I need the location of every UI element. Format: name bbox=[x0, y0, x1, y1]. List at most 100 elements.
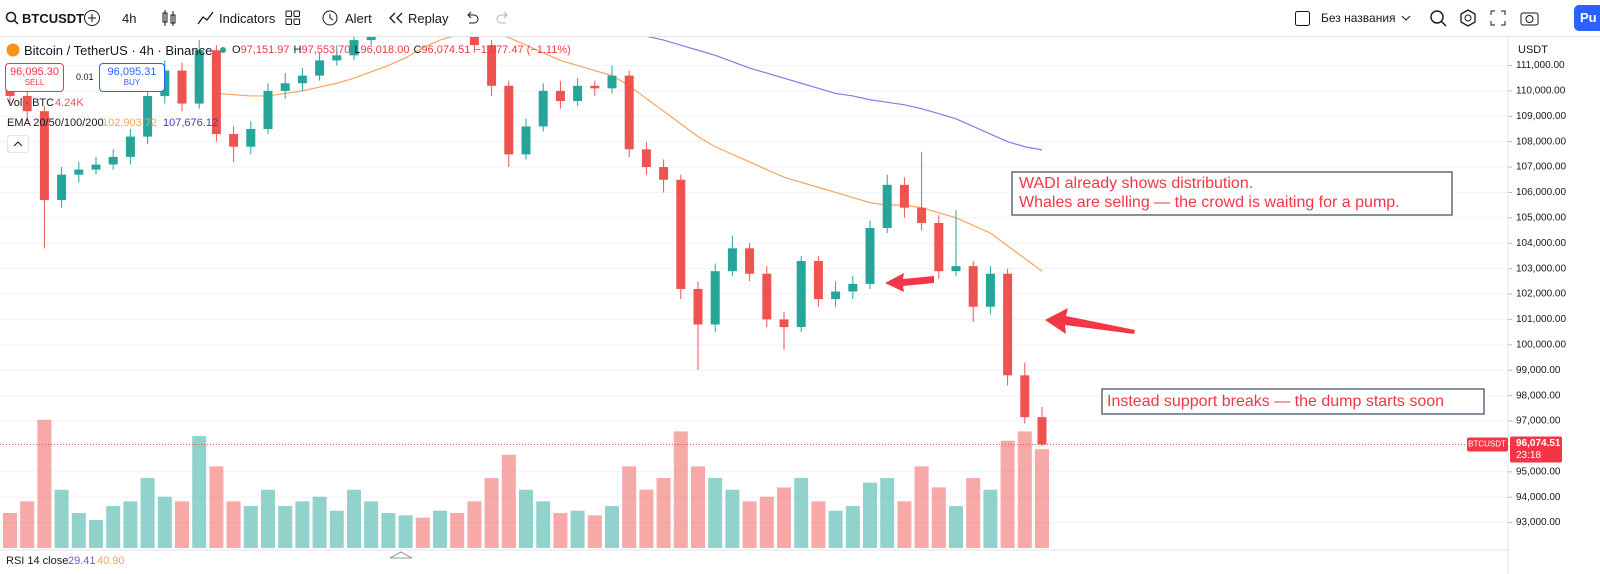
volume-bar bbox=[931, 487, 946, 548]
volume-bar bbox=[622, 466, 637, 548]
candle-body bbox=[366, 37, 376, 41]
collapse-legend[interactable] bbox=[7, 135, 29, 153]
quick-search-icon[interactable] bbox=[1429, 9, 1447, 27]
candle-body bbox=[57, 174, 67, 201]
layout-checkbox[interactable] bbox=[1295, 11, 1310, 26]
candle-body bbox=[125, 136, 135, 157]
volume-bar bbox=[742, 501, 757, 548]
candle-body bbox=[469, 37, 479, 46]
y-tick-label: 104,000.00 bbox=[1516, 238, 1566, 249]
alert-icon[interactable] bbox=[321, 9, 339, 27]
volume-bar bbox=[759, 496, 774, 548]
volume-bar bbox=[536, 501, 551, 548]
volume-bar bbox=[54, 489, 69, 548]
indicators-button[interactable]: Indicators bbox=[219, 11, 276, 26]
pane-resize-handle[interactable] bbox=[389, 551, 413, 559]
volume-bar bbox=[966, 478, 981, 548]
candle-body bbox=[229, 134, 239, 147]
y-tick-label: 107,000.00 bbox=[1516, 162, 1566, 173]
symbol-title: Bitcoin / TetherUS · 4h · Binance bbox=[24, 43, 213, 58]
chart-type-icon[interactable] bbox=[160, 9, 178, 27]
volume-bar bbox=[484, 478, 499, 548]
candle-body bbox=[555, 90, 565, 102]
volume-bar bbox=[3, 513, 17, 548]
undo-icon[interactable] bbox=[464, 11, 480, 25]
candle-body bbox=[246, 128, 256, 147]
redo-icon[interactable] bbox=[495, 11, 511, 25]
y-tick-label: 103,000.00 bbox=[1516, 263, 1566, 274]
sell-label: SELL bbox=[24, 78, 45, 87]
arrow[interactable] bbox=[1045, 308, 1135, 334]
y-tick-label: 105,000.00 bbox=[1516, 212, 1566, 223]
volume-bar bbox=[106, 506, 121, 548]
volume-bar bbox=[1035, 449, 1049, 548]
settings-icon[interactable] bbox=[1459, 9, 1477, 27]
volume-bar bbox=[20, 501, 35, 548]
compare-icon[interactable] bbox=[83, 9, 101, 27]
volume-bar bbox=[329, 510, 344, 548]
volume-bar bbox=[553, 513, 568, 548]
y-tick-label: 98,000.00 bbox=[1516, 390, 1561, 401]
volume-bar bbox=[192, 436, 207, 548]
ohlc-value: 96,074.51 bbox=[421, 44, 471, 56]
candle-body bbox=[624, 75, 634, 150]
volume-bar bbox=[656, 478, 671, 548]
symbol[interactable]: BTCUSDT bbox=[22, 11, 85, 26]
volume-bar bbox=[605, 506, 619, 548]
volume-bar bbox=[639, 489, 654, 548]
candle-body bbox=[39, 111, 49, 201]
volume-bar bbox=[777, 487, 791, 548]
alert-button[interactable]: Alert bbox=[345, 11, 372, 26]
volume-bar bbox=[175, 501, 189, 548]
fullscreen-icon[interactable] bbox=[1490, 10, 1506, 26]
candle-body bbox=[607, 75, 617, 89]
layout-name[interactable]: Без названия bbox=[1321, 11, 1396, 25]
layout-menu-chevron[interactable] bbox=[1401, 14, 1411, 22]
volume-bar bbox=[381, 513, 396, 548]
snapshot-icon[interactable] bbox=[1520, 9, 1539, 27]
sell-button[interactable]: 96,095.30 SELL bbox=[5, 63, 64, 92]
replay-icon[interactable] bbox=[388, 11, 404, 25]
search-icon[interactable] bbox=[5, 11, 19, 25]
candle-body bbox=[194, 50, 204, 104]
volume-bar bbox=[519, 489, 533, 548]
volume-bar bbox=[312, 496, 327, 548]
y-tick-label: 97,000.00 bbox=[1516, 416, 1561, 427]
y-tick-label: 108,000.00 bbox=[1516, 136, 1566, 147]
arrow[interactable] bbox=[885, 273, 934, 292]
templates-icon[interactable] bbox=[285, 10, 301, 26]
candle-body bbox=[882, 184, 892, 229]
symbol-tag-text: BTCUSDT bbox=[1468, 440, 1506, 449]
volume-bar bbox=[450, 513, 465, 548]
candle-body bbox=[693, 288, 703, 325]
replay-button[interactable]: Replay bbox=[408, 11, 449, 26]
buy-button[interactable]: 96,095.31 BUY bbox=[99, 63, 165, 92]
volume-bar bbox=[261, 489, 275, 548]
candle-body bbox=[1020, 375, 1030, 418]
ohlc-value: 97,151.97 bbox=[240, 44, 290, 56]
publish-button[interactable]: Pu bbox=[1574, 5, 1600, 31]
volume-bar bbox=[433, 510, 447, 548]
candle-body bbox=[108, 156, 118, 165]
interval[interactable]: 4h bbox=[122, 11, 137, 26]
candle-body bbox=[521, 126, 531, 155]
symbol-tag bbox=[1467, 437, 1508, 452]
annotation-text: Whales are selling — the crowd is waitin… bbox=[1019, 194, 1400, 211]
candle-body bbox=[813, 261, 823, 300]
volume-bar bbox=[673, 431, 688, 548]
ohlc-key: O bbox=[232, 44, 241, 56]
annotation-box[interactable] bbox=[1011, 171, 1453, 216]
candle-body bbox=[727, 248, 737, 272]
volume-value: 4.24K bbox=[55, 97, 84, 109]
annotation-box[interactable] bbox=[1101, 388, 1485, 415]
candle-body bbox=[796, 261, 806, 328]
market-status bbox=[220, 47, 226, 53]
indicators-icon[interactable] bbox=[197, 9, 215, 27]
volume-bar bbox=[209, 466, 224, 548]
volume-bar bbox=[897, 501, 912, 548]
volume-bar bbox=[226, 501, 241, 548]
volume-bar bbox=[71, 513, 86, 548]
candle-body bbox=[659, 167, 669, 180]
candle-body bbox=[710, 271, 720, 325]
ohlc-values: O97,151.97 H97,553.70 L96,018.00 C96,074.51… bbox=[232, 44, 571, 56]
